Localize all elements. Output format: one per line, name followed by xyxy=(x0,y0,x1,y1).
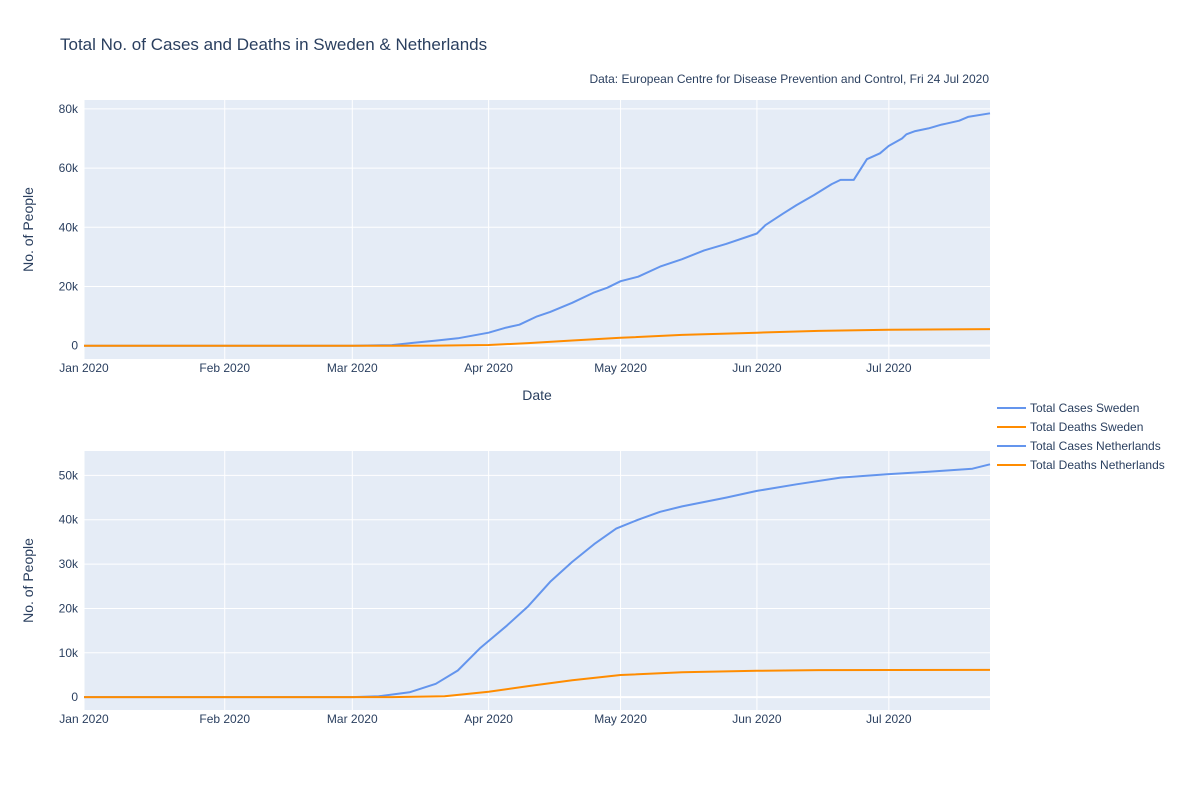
legend-item: Total Deaths Sweden xyxy=(997,420,1143,434)
legend-label: Total Deaths Sweden xyxy=(1030,420,1143,434)
x-tick-label: May 2020 xyxy=(594,361,647,375)
legend-label: Total Deaths Netherlands xyxy=(1030,458,1165,472)
y-axis-title: No. of People xyxy=(20,187,36,272)
chart-title: Total No. of Cases and Deaths in Sweden … xyxy=(60,35,487,54)
y-tick-label: 80k xyxy=(59,102,79,116)
y-tick-label: 40k xyxy=(59,513,79,527)
x-tick-label: Jan 2020 xyxy=(59,361,109,375)
y-tick-label: 20k xyxy=(59,601,79,615)
x-tick-label: Mar 2020 xyxy=(327,712,378,726)
legend-item: Total Deaths Netherlands xyxy=(997,458,1165,472)
legend-item: Total Cases Sweden xyxy=(997,401,1139,415)
series-line xyxy=(84,668,991,699)
x-tick-label: Jul 2020 xyxy=(866,361,912,375)
x-tick-label: Apr 2020 xyxy=(464,361,513,375)
y-tick-label: 10k xyxy=(59,646,79,660)
subplot-2: 0 10k 20k 30k 40k 50k Jan 2020 Feb 2020 Mar 2020… xyxy=(20,451,991,726)
legend-item: Total Cases Netherlands xyxy=(997,439,1161,453)
y-tick-label: 0 xyxy=(71,339,78,353)
series-line xyxy=(84,328,991,347)
x-axis-title: Date xyxy=(522,387,552,403)
x-tick-label: Jun 2020 xyxy=(732,361,782,375)
y-tick-label: 20k xyxy=(59,279,79,293)
y-tick-label: 40k xyxy=(59,220,79,234)
x-tick-label: Jun 2020 xyxy=(732,712,782,726)
series-line xyxy=(84,112,991,347)
legend: Total Cases Sweden Total Deaths Sweden Tot… xyxy=(997,401,1165,472)
y-tick-label: 30k xyxy=(59,557,79,571)
y-tick-label: 50k xyxy=(59,468,79,482)
legend-label: Total Cases Sweden xyxy=(1030,401,1139,415)
y-axis-title: No. of People xyxy=(20,538,36,623)
x-tick-label: Apr 2020 xyxy=(464,712,513,726)
x-tick-label: Feb 2020 xyxy=(199,712,250,726)
plots-group: 0 20k 40k 60k 80k Jan 2020 Feb 2020 Mar 2020 Apr… xyxy=(20,100,991,726)
x-tick-label: Mar 2020 xyxy=(327,361,378,375)
x-tick-label: Feb 2020 xyxy=(199,361,250,375)
legend-label: Total Cases Netherlands xyxy=(1030,439,1161,453)
y-tick-label: 60k xyxy=(59,161,79,175)
series-line xyxy=(84,463,991,699)
plot-area xyxy=(84,100,990,359)
x-tick-label: Jul 2020 xyxy=(866,712,912,726)
plot-area xyxy=(84,451,990,710)
chart-subtitle: Data: European Centre for Disease Preven… xyxy=(589,72,989,86)
subplot-1: 0 20k 40k 60k 80k Jan 2020 Feb 2020 Mar 2020 Apr… xyxy=(20,100,991,403)
y-tick-label: 0 xyxy=(71,690,78,704)
x-tick-label: Jan 2020 xyxy=(59,712,109,726)
x-tick-label: May 2020 xyxy=(594,712,647,726)
